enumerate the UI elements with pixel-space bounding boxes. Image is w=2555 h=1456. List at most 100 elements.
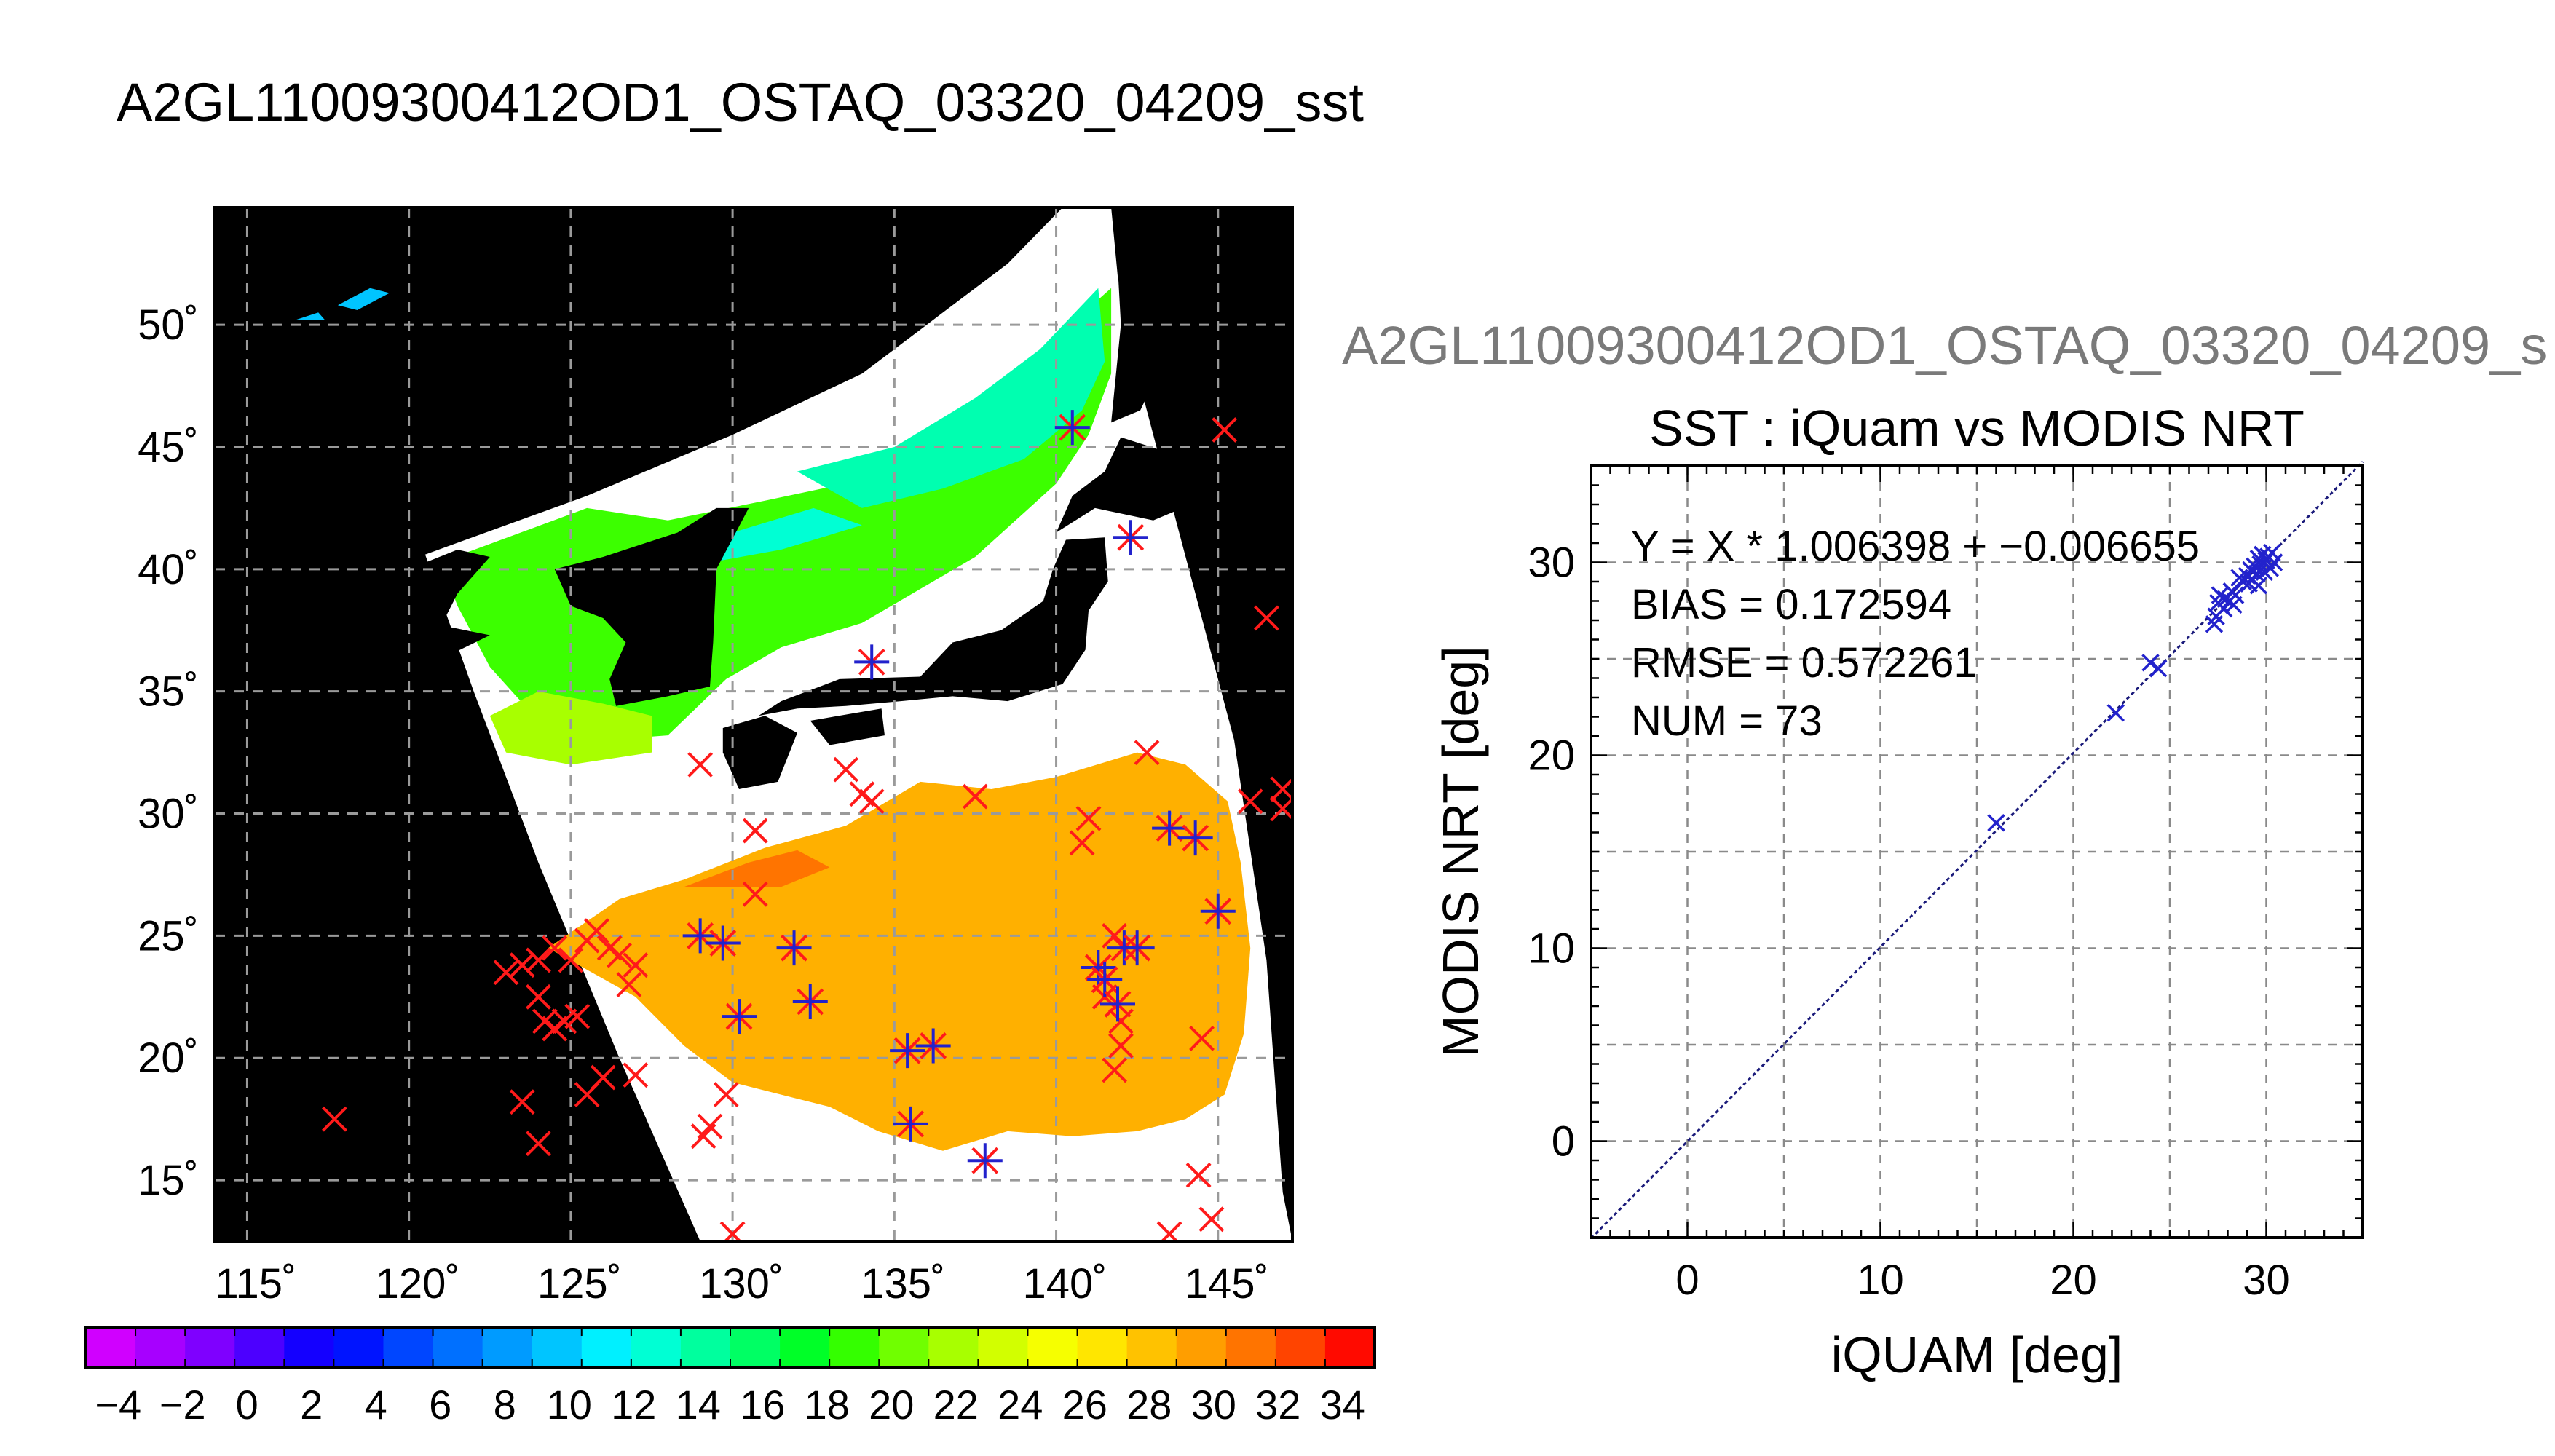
colorbar-tick-label: 4 [365, 1382, 387, 1428]
colorbar-tick-label: 30 [1191, 1382, 1236, 1428]
map-matched-marker [893, 1106, 928, 1142]
scatter-annotation: Y = X * 1.006398 + −0.006655 [1631, 523, 2200, 570]
map-matched-marker [890, 1033, 925, 1069]
map-iquam-marker [574, 1082, 600, 1107]
colorbar-tick-label: 34 [1320, 1382, 1365, 1428]
map-iquam-marker [1237, 788, 1263, 815]
map-matched-marker [722, 999, 757, 1034]
scatter-xlabel: iQUAM [deg] [1831, 1326, 2123, 1383]
colorbar-segment [185, 1327, 235, 1368]
map-iquam-marker [584, 918, 609, 944]
map-iquam-marker [607, 942, 632, 968]
scatter-ytick-label: 10 [1528, 925, 1575, 973]
figure-title: A2GL11009300412OD1_OSTAQ_03320_04209_sst [117, 72, 1364, 132]
map-matched-marker [776, 930, 812, 966]
scatter-xtick-label: 30 [2243, 1257, 2290, 1304]
map-iquam-marker [1254, 605, 1279, 631]
scatter-fit-line [1590, 461, 2364, 1240]
map-iquam-marker [742, 818, 768, 844]
map-lat-tick-label: 20˚ [138, 1034, 199, 1082]
colorbar-segment [730, 1327, 781, 1368]
map-lat-tick-label: 25˚ [138, 912, 199, 960]
scatter-point [2264, 553, 2283, 571]
sst-region-japan-sea [441, 288, 1112, 740]
colorbar-tick-label: 32 [1255, 1382, 1300, 1428]
colorbar-segment [978, 1327, 1028, 1368]
colorbar-segment [1176, 1327, 1227, 1368]
colorbar-tick-label: 10 [547, 1382, 592, 1428]
scatter-point [2226, 586, 2245, 604]
colorbar-tick-label: −4 [95, 1382, 141, 1428]
scatter-point [1987, 814, 2005, 832]
colorbar-tick-label: −2 [159, 1382, 206, 1428]
map-lon-tick-label: 120˚ [376, 1260, 460, 1307]
colorbar-segment [680, 1327, 731, 1368]
map-iquam-marker [697, 1113, 723, 1139]
map-iquam-marker [1156, 1221, 1182, 1241]
map-iquam-marker [564, 1003, 591, 1029]
scatter-point [2149, 660, 2168, 678]
map-matched-marker [1087, 962, 1123, 997]
map-iquam-marker [1102, 1057, 1127, 1083]
map-lon-tick-label: 115˚ [216, 1260, 297, 1307]
colorbar-segment [482, 1327, 533, 1368]
colorbar-segment [1077, 1327, 1128, 1368]
map-iquam-marker [1108, 1033, 1134, 1059]
map-iquam-marker [526, 947, 551, 973]
map-matched-marker [854, 644, 890, 680]
scatter-ytick-label: 20 [1528, 732, 1575, 780]
colorbar-segment [383, 1327, 434, 1368]
map-frame [213, 206, 1294, 1243]
map-matched-marker [915, 1028, 951, 1064]
colorbar-segment [829, 1327, 880, 1368]
colorbar-segment [928, 1327, 979, 1368]
colorbar-frame [84, 1326, 1376, 1369]
scatter-annotation: NUM = 73 [1631, 697, 1823, 745]
map-lat-tick-label: 45˚ [138, 424, 199, 471]
map-lat-tick-label: 35˚ [138, 668, 199, 716]
colorbar-tick-label: 24 [998, 1382, 1043, 1428]
map-iquam-marker [1075, 805, 1102, 831]
land-shikoku [810, 708, 885, 745]
colorbar-tick-label: 6 [429, 1382, 451, 1428]
map-lon-tick-label: 145˚ [1185, 1260, 1269, 1307]
map-iquam-marker [1270, 796, 1292, 822]
map-matched-marker [1054, 410, 1090, 446]
colorbar-segment [333, 1327, 384, 1368]
map-lat-tick-label: 50˚ [138, 301, 199, 349]
colorbar-segment [631, 1327, 682, 1368]
colorbar-tick-label: 18 [805, 1382, 850, 1428]
map-lat-tick-label: 15˚ [138, 1157, 199, 1204]
colorbar-tick-label: 14 [676, 1382, 721, 1428]
colorbar-segment [581, 1327, 632, 1368]
map-iquam-marker [322, 1106, 347, 1132]
map-iquam-marker [1270, 776, 1292, 802]
land-korea [554, 507, 749, 706]
scatter-xtick-label: 0 [1675, 1257, 1699, 1304]
scatter-xtick-label: 10 [1857, 1257, 1904, 1304]
map-matched-marker [792, 984, 828, 1020]
colorbar-tick-label: 28 [1126, 1382, 1172, 1428]
scatter-point [2141, 654, 2160, 672]
map-iquam-marker [963, 783, 988, 810]
colorbar-segment [1324, 1327, 1375, 1368]
map-iquam-marker [558, 947, 584, 973]
map-matched-marker [705, 925, 741, 961]
map-iquam-marker [719, 1221, 746, 1241]
colorbar-segment [86, 1327, 136, 1368]
map-iquam-marker [858, 788, 885, 815]
map-lon-tick-label: 130˚ [699, 1260, 783, 1307]
map-iquam-marker [1198, 1206, 1225, 1233]
map-iquam-marker [713, 1082, 739, 1107]
scatter-ylabel: MODIS NRT [deg] [1432, 646, 1489, 1057]
map-iquam-marker [509, 952, 535, 978]
map-matched-marker [1081, 950, 1116, 986]
map-iquam-marker [833, 756, 859, 783]
map-matched-marker [1119, 930, 1155, 966]
land-hokkaido [1056, 437, 1228, 533]
colorbar-tick-label: 12 [611, 1382, 656, 1428]
scatter-title: SST : iQuam vs MODIS NRT [1649, 400, 2305, 456]
map-iquam-marker [623, 952, 649, 978]
map-matched-marker [1177, 820, 1213, 856]
